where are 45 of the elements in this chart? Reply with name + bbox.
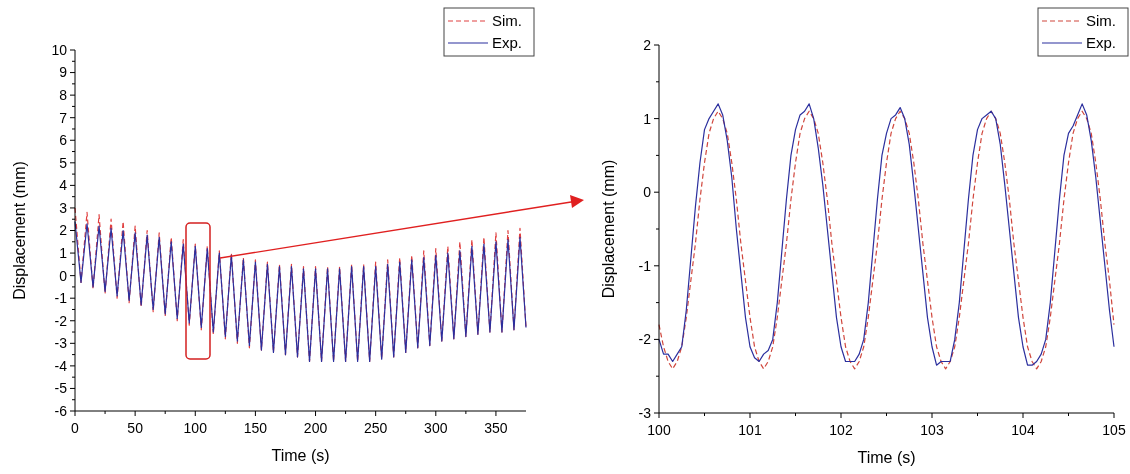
y-tick-label: 1 <box>59 244 68 261</box>
y-tick-label: -3 <box>54 335 68 352</box>
y-tick-label: 2 <box>643 36 652 53</box>
legend-label: Sim. <box>1086 12 1116 30</box>
y-tick-label: 4 <box>59 177 68 194</box>
y-tick-label: -6 <box>54 402 68 419</box>
x-tick-label: 350 <box>484 420 508 436</box>
legend-label: Exp. <box>492 34 523 52</box>
x-tick-label: 150 <box>243 420 268 436</box>
x-tick-label: 200 <box>303 420 328 436</box>
y-tick-label: 10 <box>51 41 68 58</box>
y-tick-label: 1 <box>643 110 652 127</box>
x-tick-label: 100 <box>647 422 671 438</box>
y-tick-label: -3 <box>638 404 652 421</box>
y-tick-label: -1 <box>54 290 68 307</box>
x-tick-label: 105 <box>1102 422 1126 438</box>
x-tick-label: 101 <box>738 422 762 438</box>
y-tick-label: 7 <box>59 109 68 126</box>
legend-label: Sim. <box>492 12 522 30</box>
x-axis-title: Time (s) <box>271 447 330 464</box>
y-tick-label: 0 <box>643 184 652 201</box>
y-axis-title: Displacement (mm) <box>11 161 28 300</box>
y-axis-title: Displacement (mm) <box>600 159 617 299</box>
y-tick-label: -5 <box>54 380 68 397</box>
y-tick-label: -4 <box>54 357 68 374</box>
y-tick-label: -1 <box>638 257 652 274</box>
x-axis-title: Time (s) <box>857 449 916 466</box>
y-tick-label: 2 <box>59 222 68 239</box>
x-tick-label: 102 <box>829 422 853 438</box>
y-tick-label: 9 <box>59 64 68 81</box>
legend-label: Exp. <box>1086 34 1117 52</box>
x-tick-label: 103 <box>920 422 944 438</box>
x-tick-label: 50 <box>127 420 144 436</box>
x-tick-label: 104 <box>1011 422 1035 438</box>
x-tick-label: 300 <box>424 420 448 436</box>
x-tick-label: 250 <box>363 420 388 436</box>
y-tick-label: 3 <box>59 199 68 216</box>
y-tick-label: -2 <box>638 331 652 348</box>
y-tick-label: 8 <box>59 87 68 104</box>
y-tick-label: -2 <box>54 312 68 329</box>
y-tick-label: 0 <box>59 267 68 284</box>
y-tick-label: 6 <box>59 132 68 149</box>
y-tick-label: 5 <box>59 154 68 171</box>
x-tick-label: 0 <box>71 420 80 436</box>
x-tick-label: 100 <box>183 420 208 436</box>
